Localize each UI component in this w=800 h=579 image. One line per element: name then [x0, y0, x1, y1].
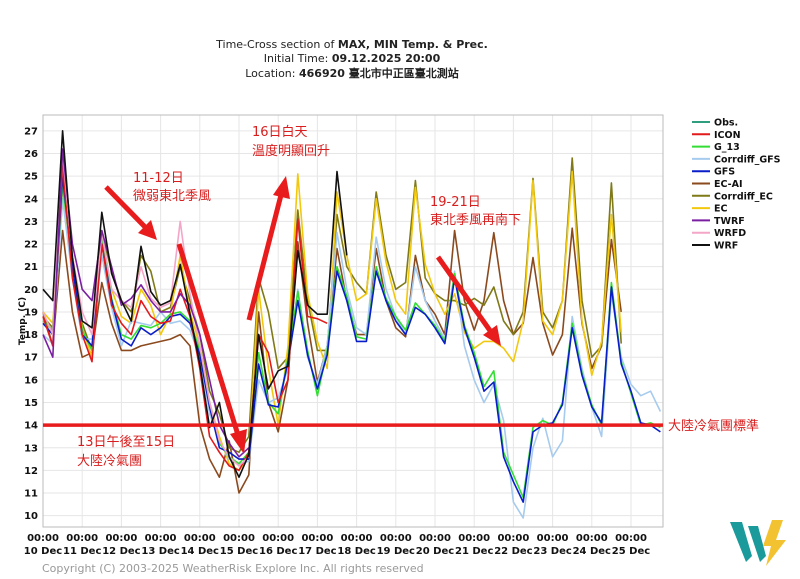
legend-entry: ICON: [714, 130, 741, 141]
series-line-wrf: [42, 130, 348, 479]
arrow-icon: [246, 176, 290, 321]
x-tick-time: 00:00: [262, 533, 294, 544]
annotation-13-15: 13日午後至15日: [77, 435, 175, 450]
annotation-arrows: [104, 176, 501, 454]
x-tick-date: 11 Dec: [63, 546, 101, 557]
x-tick-date: 22 Dec: [494, 546, 532, 557]
y-tick-label: 16: [24, 375, 38, 386]
x-tick-date: 12 Dec: [102, 546, 140, 557]
legend-entry: WRF: [714, 241, 738, 252]
y-tick-label: 19: [24, 307, 38, 318]
x-tick-date: 23 Dec: [533, 546, 571, 557]
legend-entry: G_13: [714, 142, 740, 153]
x-tick-date: 14 Dec: [181, 546, 219, 557]
x-tick-time: 00:00: [458, 533, 490, 544]
annotation-11-12: 11-12日: [133, 171, 184, 186]
annotations: 11-12日 微弱東北季風 16日白天 溫度明顯回升 19-21日 東北季風再南…: [77, 124, 759, 469]
arrow-icon: [435, 255, 501, 346]
y-tick-label: 24: [24, 194, 38, 205]
x-tick-time: 00:00: [576, 533, 608, 544]
legend-entry: Obs.: [714, 118, 738, 129]
x-tick-date: 21 Dec: [455, 546, 493, 557]
annotation-16-desc: 溫度明顯回升: [252, 143, 330, 159]
chart-title-line1: Time-Cross section of MAX, MIN Temp. & P…: [215, 38, 488, 51]
y-tick-label: 14: [24, 421, 38, 432]
x-tick-date: 17 Dec: [298, 546, 336, 557]
threshold-label: 大陸冷氣團標準: [668, 418, 759, 434]
series-line-corrdiff-gfs: [42, 198, 662, 519]
y-axis-ticks: 10 11 12 13 14 15 16 17 18 19 20 21 22 23 24 25 26 27: [24, 126, 38, 522]
y-tick-label: 12: [24, 466, 38, 477]
x-tick-date: 20 Dec: [416, 546, 454, 557]
annotation-19-21: 19-21日: [430, 195, 481, 210]
y-tick-label: 25: [24, 172, 38, 183]
copyright: Copyright (C) 2003-2025 WeatherRisk Expl…: [42, 562, 424, 575]
legend-entry: TWRF: [714, 216, 745, 227]
y-tick-label: 17: [24, 353, 38, 364]
x-tick-time: 00:00: [341, 533, 373, 544]
annotation-16: 16日白天: [252, 124, 308, 140]
x-tick-time: 00:00: [66, 533, 98, 544]
x-tick-time: 00:00: [380, 533, 412, 544]
annotation-13-15-desc: 大陸冷氣團: [77, 453, 142, 469]
x-axis-ticks: 00:00 10 Dec 00:00 11 Dec 00:00 12 Dec 00:00 13…: [24, 533, 650, 557]
annotation-19-21-desc: 東北季風再南下: [430, 212, 521, 228]
y-tick-label: 10: [24, 511, 38, 522]
x-tick-time: 00:00: [145, 533, 177, 544]
x-tick-date: 25 Dec: [612, 546, 650, 557]
x-tick-time: 00:00: [223, 533, 255, 544]
y-tick-label: 11: [24, 489, 38, 500]
y-tick-label: 27: [24, 126, 38, 137]
x-tick-time: 00:00: [497, 533, 529, 544]
legend-entry: WRFD: [714, 228, 746, 239]
x-tick-date: 10 Dec: [24, 546, 62, 557]
legend-entry: EC-AI: [714, 179, 743, 190]
legend-entry: EC: [714, 204, 727, 215]
x-tick-date: 18 Dec: [337, 546, 375, 557]
x-tick-date: 24 Dec: [573, 546, 611, 557]
weatherrisk-logo: [730, 520, 786, 566]
y-tick-label: 23: [24, 217, 38, 228]
x-tick-time: 00:00: [184, 533, 216, 544]
series-lines: [42, 130, 662, 519]
y-tick-label: 13: [24, 443, 38, 454]
x-tick-date: 15 Dec: [220, 546, 258, 557]
legend-entry: GFS: [714, 167, 735, 178]
series-line-wrfd: [42, 152, 250, 467]
chart-title-location: Location: 466920 臺北市中正區臺北測站: [245, 66, 459, 80]
legend-entry: Corrdiff_EC: [714, 191, 773, 202]
y-tick-label: 26: [24, 149, 38, 160]
series-line-icon: [42, 164, 328, 472]
x-tick-time: 00:00: [105, 533, 137, 544]
x-tick-date: 13 Dec: [141, 546, 179, 557]
y-tick-label: 20: [24, 285, 38, 296]
legend-entry: Corrdiff_GFS: [714, 154, 781, 165]
x-tick-time: 00:00: [537, 533, 569, 544]
x-tick-time: 00:00: [615, 533, 647, 544]
y-tick-label: 15: [24, 398, 38, 409]
x-tick-date: 16 Dec: [259, 546, 297, 557]
arrow-icon: [176, 243, 247, 454]
x-tick-time: 00:00: [419, 533, 451, 544]
arrow-icon: [104, 185, 157, 240]
x-tick-time: 00:00: [27, 533, 59, 544]
x-tick-time: 00:00: [301, 533, 333, 544]
y-tick-label: 22: [24, 240, 38, 251]
y-tick-label: 18: [24, 330, 38, 341]
series-line-gfs: [42, 175, 661, 503]
annotation-11-12-desc: 微弱東北季風: [133, 188, 211, 204]
x-tick-date: 19 Dec: [377, 546, 415, 557]
y-tick-label: 21: [24, 262, 38, 273]
chart-title-initial-time: Initial Time: 09.12.2025 20:00: [264, 52, 441, 65]
series-line-twrf: [42, 148, 250, 458]
y-axis-label: Temp. (C): [18, 297, 28, 345]
